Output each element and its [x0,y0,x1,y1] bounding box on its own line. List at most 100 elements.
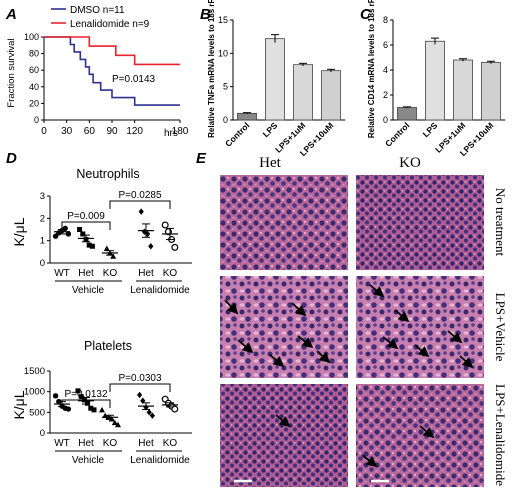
bar [237,112,257,121]
neutrophils-title: Neutrophils [76,167,139,181]
data-point [161,221,169,229]
arrow-marker [414,344,430,358]
panel-d-letter: D [6,150,17,167]
platelets-ylabel: K/μL [11,390,27,419]
data-point [148,243,154,250]
y-tick-label: 4 [383,65,388,75]
platelets-title: Platelets [84,339,132,353]
y-tick-label: 60 [29,65,39,75]
data-point [80,231,86,237]
panel-a-pvalue: P=0.0143 [112,74,156,85]
category-label: WT [54,268,70,279]
micrograph-ko-no-treatment [356,175,484,270]
bar [321,70,341,121]
micrograph-het-lps-lenalidomide [220,384,348,487]
panel-e-row-lps-vehicle: LPS+Vehicle [493,293,508,362]
survival-curve [44,36,180,106]
category-label: KO [163,438,178,449]
legend-lenalidomide-label: Lenalidomide n=9 [70,19,150,30]
y-tick-label: 0 [40,258,45,269]
group-label-vehicle: Vehicle [72,285,105,296]
arrow-marker [297,335,314,349]
arrow-marker [447,330,463,344]
panel-c: C Relative CD14 mRNA levels to 18s rRNA … [360,0,505,158]
category-label: WT [54,438,70,449]
bar [425,40,445,121]
micrograph-ko-lps-lenalidomide [356,384,484,487]
significance-bracket [109,200,171,209]
p-value-label: P=0.0285 [118,190,162,201]
panel-c-letter: C [360,6,372,23]
y-tick-label: 20 [29,98,39,108]
data-point [138,208,144,215]
neutrophils-ylabel: K/μL [11,217,27,246]
panel-a-ylabel: Fraction survival [6,38,17,107]
p-value-label: P=0.009 [67,211,105,222]
data-point [85,400,91,406]
category-label: Het [78,438,94,449]
panel-a-letter: A [5,6,17,23]
data-point [88,405,94,411]
category-label: KO [163,268,178,279]
y-tick-label: 100 [24,32,39,42]
panel-b-letter: B [200,6,211,23]
y-tick-label: 0 [40,428,45,439]
x-tick-label: 30 [61,126,73,137]
panel-e-row-lps-lenalidomide: LPS+Lenalidomide [493,384,508,486]
micrograph-het-lps-vehicle [220,276,348,378]
micrograph-ko-lps-vehicle [356,276,484,378]
arrow-marker [369,284,385,298]
y-tick-label: 2 [383,90,388,100]
legend-dmso-label: DMSO n=11 [70,5,125,16]
y-tick-label: 3 [40,191,45,202]
panel-b-ylabel: Relative TNFa mRNA levels to 18s rRNA [207,0,216,138]
data-point [52,393,59,399]
micrograph-het-no-treatment [220,175,348,270]
y-tick-label: 1500 [24,366,45,377]
y-tick-label: 5 [223,82,228,92]
category-label: LPS [421,120,440,139]
category-label: Het [78,268,94,279]
panel-c-ylabel: Relative CD14 mRNA levels to 18s rRNA [367,0,376,138]
data-point [89,243,95,249]
y-tick-label: 15 [218,15,228,25]
y-tick-label: 8 [383,15,388,25]
survival-curve [44,36,180,66]
panel-a-curves [44,36,180,106]
arrow-marker [224,299,239,315]
platelets-chart: 0 500 1000 1500 WT Het KO Het KO Vehicle Lenalidom… [24,366,192,466]
data-point [171,243,179,251]
arrow-marker [361,454,378,468]
bar [397,107,417,121]
panel-a-xunit: hrs [164,128,178,139]
panel-d: D Neutrophils K/μL 0 1 2 3 WT Het KO Het KO Vehic… [6,150,192,466]
data-point [149,412,155,419]
panel-e-letter: E [196,150,207,167]
panel-b: B Relative TNFa mRNA levels to 18s rRNA … [200,0,345,158]
data-point [99,406,105,413]
arrow-marker [269,354,285,368]
y-tick-label: 500 [29,407,45,418]
group-label-lenalidomide: Lenalidomide [130,285,190,296]
data-point [137,391,143,399]
panel-a-axes: 0 20 40 60 80 100 0 30 60 90 120 180 [24,32,189,137]
category-label: Het [138,268,154,279]
p-value-label: P=0.0132 [64,389,108,400]
panel-e-col-ko: KO [399,155,421,171]
y-tick-label: 10 [218,48,228,58]
data-point [62,225,68,232]
arrow-marker [291,302,307,317]
bar [453,59,473,121]
arrow-marker [394,309,410,323]
panel-e: E Het KO No treatment [196,150,508,487]
neutrophils-chart: 0 1 2 3 WT Het KO Het KO Vehicle Lenalidomide P=0.0… [40,190,192,296]
y-tick-label: 1000 [24,387,45,398]
p-value-label: P=0.0303 [118,373,162,384]
data-point [171,405,179,413]
data-point [111,419,118,426]
data-point [108,415,115,422]
arrow-marker [419,425,435,439]
